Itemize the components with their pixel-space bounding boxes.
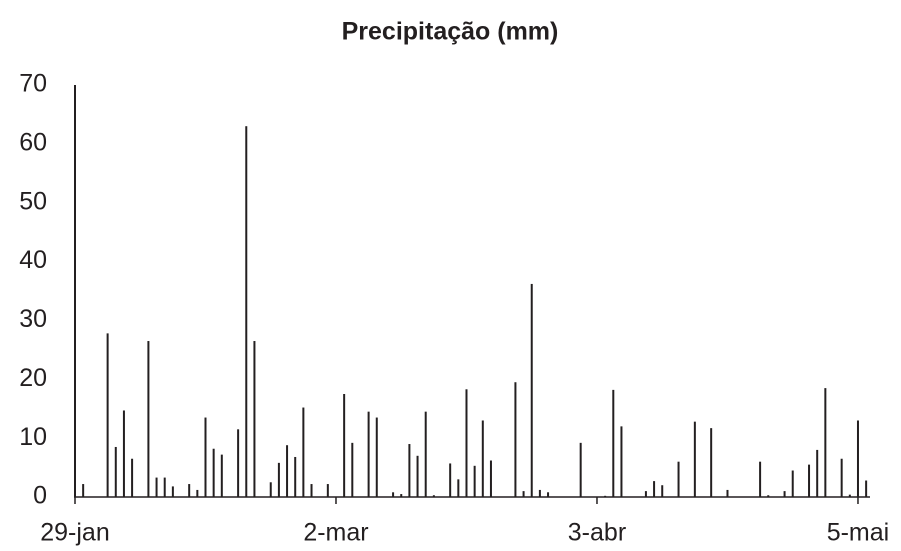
bar — [514, 382, 517, 497]
bar — [196, 489, 199, 497]
bar — [424, 411, 427, 497]
x-tick-label: 29-jan — [40, 519, 110, 547]
bar — [310, 484, 313, 497]
bar — [481, 420, 484, 497]
bar — [547, 492, 550, 497]
bar — [473, 465, 476, 497]
bar — [579, 442, 582, 497]
y-tick-label: 20 — [19, 364, 47, 392]
y-tick-label: 30 — [19, 305, 47, 333]
bar — [131, 458, 134, 497]
bar — [530, 283, 533, 497]
bar — [400, 494, 403, 497]
bar — [840, 458, 843, 497]
bar — [489, 460, 492, 497]
x-tick-label: 3-abr — [568, 519, 626, 547]
bar — [326, 484, 329, 497]
bar — [277, 462, 280, 497]
x-tick-label: 5-mai — [827, 519, 890, 547]
x-tick-label: 2-mar — [303, 519, 368, 547]
bar — [677, 461, 680, 497]
bar — [848, 494, 851, 497]
y-tick-label: 40 — [19, 246, 47, 274]
bar — [286, 445, 289, 497]
bar — [808, 464, 811, 497]
bar — [432, 495, 435, 497]
bar — [538, 489, 541, 497]
bar — [392, 492, 395, 497]
bar — [522, 491, 525, 497]
bar — [865, 480, 868, 497]
bar — [122, 410, 125, 497]
bar — [74, 85, 76, 497]
bar — [82, 484, 85, 497]
bar — [856, 420, 859, 497]
y-tick-label: 0 — [33, 482, 47, 510]
bar — [147, 341, 150, 497]
bar — [457, 479, 460, 497]
bar — [408, 444, 411, 497]
bar — [155, 477, 158, 497]
y-tick-label: 60 — [19, 128, 47, 156]
bar — [188, 484, 191, 497]
bar — [783, 491, 786, 497]
bar — [253, 341, 256, 497]
bar — [204, 417, 207, 497]
bar — [693, 421, 696, 497]
y-tick-label: 50 — [19, 187, 47, 215]
bar — [351, 442, 354, 497]
bar — [620, 426, 623, 497]
bar — [171, 486, 174, 497]
bar — [816, 449, 819, 497]
bar — [791, 470, 794, 497]
bar — [465, 389, 468, 497]
bar — [416, 455, 419, 497]
y-tick-label: 10 — [19, 423, 47, 451]
bar — [220, 454, 223, 497]
bar — [302, 407, 305, 497]
bar — [114, 446, 117, 497]
bar — [612, 389, 615, 497]
bar — [767, 495, 770, 497]
bar — [245, 126, 248, 497]
bar — [644, 491, 647, 497]
chart-title: Precipitação (mm) — [342, 18, 559, 46]
bar — [106, 333, 109, 497]
bar — [343, 394, 346, 497]
bar — [759, 461, 762, 497]
bar — [367, 411, 370, 497]
bar — [726, 489, 729, 497]
bar — [163, 477, 166, 497]
bar — [212, 448, 215, 497]
bar — [237, 429, 240, 497]
bar — [294, 456, 297, 497]
bar — [661, 485, 664, 497]
bar — [824, 388, 827, 497]
bar — [710, 428, 713, 497]
y-tick-label: 70 — [19, 70, 47, 98]
bar — [604, 495, 607, 497]
bar — [269, 482, 272, 497]
bar — [653, 481, 656, 497]
bar — [375, 417, 378, 497]
bar — [449, 463, 452, 497]
